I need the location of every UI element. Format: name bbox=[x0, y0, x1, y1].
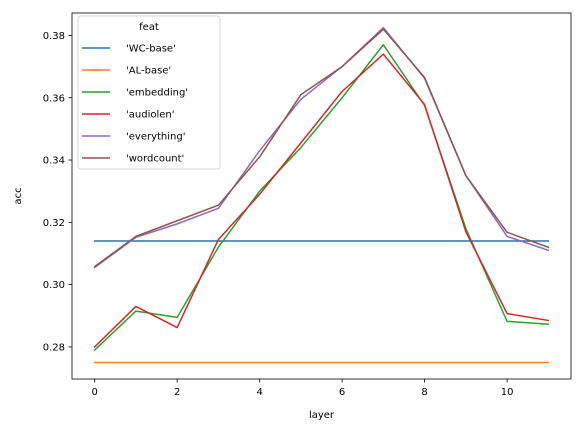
x-tick-label: 2 bbox=[174, 387, 180, 398]
series-lines bbox=[93, 26, 550, 364]
legend-label-3: 'audiolen' bbox=[126, 110, 174, 121]
legend: feat 'WC-base' 'AL-base' 'embedding' 'audiol… bbox=[77, 15, 221, 170]
series-line-5 bbox=[93, 28, 550, 268]
legend-label-2: 'embedding' bbox=[126, 88, 188, 99]
x-axis-ticks: 0 2 4 6 8 10 bbox=[91, 379, 513, 398]
plot-frame bbox=[71, 12, 572, 380]
y-tick-label: 0.34 bbox=[43, 156, 65, 167]
x-tick-label: 8 bbox=[421, 387, 427, 398]
y-tick-label: 0.38 bbox=[43, 31, 65, 42]
legend-label-4: 'everything' bbox=[126, 132, 185, 143]
legend-box bbox=[77, 15, 221, 170]
x-tick-label: 10 bbox=[501, 387, 514, 398]
y-axis-label: acc bbox=[13, 187, 24, 204]
y-axis-ticks: 0.28 0.30 0.32 0.34 0.36 0.38 bbox=[43, 31, 72, 354]
legend-label-5: 'wordcount' bbox=[126, 154, 184, 165]
x-tick-label: 6 bbox=[339, 387, 345, 398]
legend-label-0: 'WC-base' bbox=[126, 44, 176, 55]
y-tick-label: 0.32 bbox=[43, 218, 65, 229]
legend-title: feat bbox=[139, 22, 159, 33]
x-axis-label: layer bbox=[309, 410, 335, 421]
x-tick-label: 0 bbox=[91, 387, 97, 398]
legend-label-1: 'AL-base' bbox=[126, 66, 171, 77]
x-tick-label: 4 bbox=[256, 387, 262, 398]
y-tick-label: 0.36 bbox=[43, 93, 65, 104]
y-tick-label: 0.28 bbox=[43, 343, 65, 354]
series-line-3 bbox=[93, 53, 550, 348]
y-tick-label: 0.30 bbox=[43, 280, 65, 291]
